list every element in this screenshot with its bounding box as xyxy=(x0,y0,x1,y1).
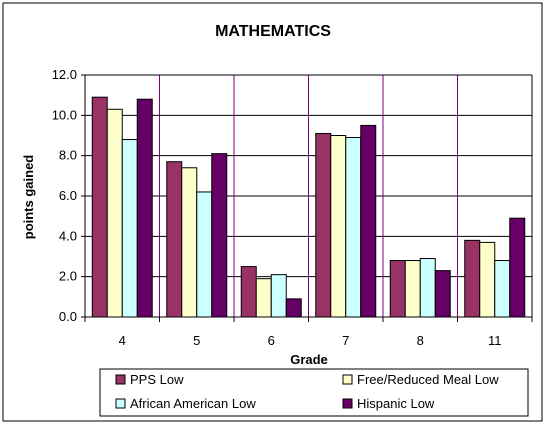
bar xyxy=(211,153,228,318)
legend-swatch xyxy=(115,374,126,385)
axes xyxy=(81,74,533,322)
bar xyxy=(106,108,123,318)
legend-label: Free/Reduced Meal Low xyxy=(357,372,499,387)
x-tick-label: 7 xyxy=(342,333,349,348)
bar xyxy=(360,124,377,318)
y-tick-labels: 0.0 2.0 4.0 6.0 8.0 10.0 12.0 xyxy=(52,67,77,324)
legend-label: African American Low xyxy=(130,396,256,411)
y-tick-label: 2.0 xyxy=(59,269,77,284)
bar xyxy=(240,266,257,318)
x-tick-label: 11 xyxy=(488,333,502,348)
x-axis-label: Grade xyxy=(290,352,328,367)
bar xyxy=(389,260,406,318)
bar xyxy=(509,217,526,318)
legend-swatch xyxy=(342,398,353,409)
bar xyxy=(419,258,436,318)
bar xyxy=(136,98,153,318)
y-tick-label: 8.0 xyxy=(59,148,77,163)
x-tick-label: 6 xyxy=(268,333,275,348)
bar xyxy=(404,260,421,318)
bar xyxy=(494,260,511,318)
y-axis-label: points gained xyxy=(21,155,36,240)
legend-box xyxy=(99,368,529,417)
bar xyxy=(181,167,198,318)
legend: PPS Low Free/Reduced Meal Low African Amer… xyxy=(115,372,499,411)
bar xyxy=(330,135,347,318)
bar xyxy=(91,96,108,318)
x-tick-label: 8 xyxy=(417,333,424,348)
bar xyxy=(345,137,362,318)
x-tick-label: 5 xyxy=(193,333,200,348)
legend-swatch xyxy=(342,374,353,385)
bar xyxy=(166,161,183,318)
chart-title: MATHEMATICS xyxy=(215,23,331,40)
legend-swatch xyxy=(115,398,126,409)
bars xyxy=(91,96,526,318)
legend-label: PPS Low xyxy=(130,372,184,387)
legend-label: Hispanic Low xyxy=(357,396,435,411)
y-tick-label: 0.0 xyxy=(59,309,77,324)
y-tick-label: 4.0 xyxy=(59,228,77,243)
bar xyxy=(479,241,496,318)
x-tick-labels: 4 5 6 7 8 11 xyxy=(119,333,502,348)
bar xyxy=(464,239,481,318)
bar xyxy=(255,278,272,318)
y-tick-label: 12.0 xyxy=(52,67,77,82)
bar xyxy=(270,274,287,318)
y-tick-label: 10.0 xyxy=(52,107,77,122)
x-tick-label: 4 xyxy=(119,333,126,348)
bar xyxy=(196,191,213,318)
y-tick-label: 6.0 xyxy=(59,188,77,203)
bar xyxy=(121,139,138,318)
bar xyxy=(315,132,332,318)
bar xyxy=(285,298,302,318)
bar xyxy=(434,270,451,318)
